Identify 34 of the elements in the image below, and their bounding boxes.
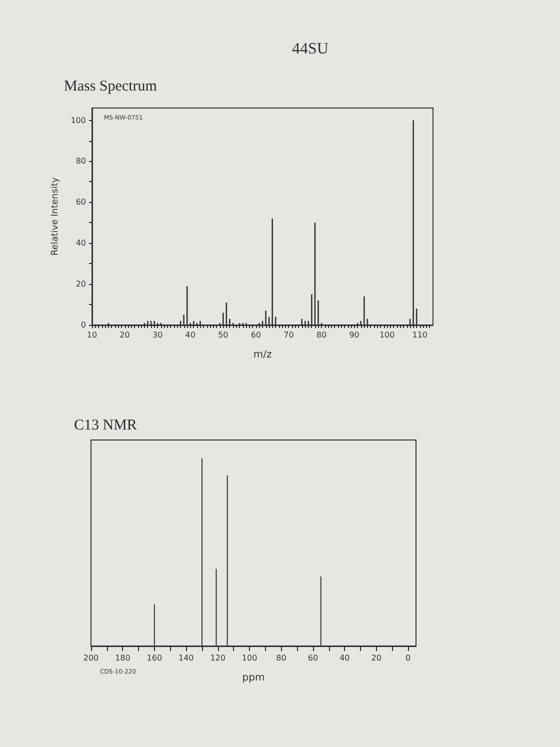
x-tick-label: 200 xyxy=(83,654,99,662)
x-tick-label: 140 xyxy=(178,654,194,662)
x-tick-label: 0 xyxy=(406,654,411,662)
y-tick-label: 60 xyxy=(76,198,86,207)
chart-title: Mass Spectrum xyxy=(64,78,158,94)
x-tick-label: 110 xyxy=(412,330,428,340)
x-tick-label: 70 xyxy=(284,330,294,340)
x-tick-label: 160 xyxy=(146,654,162,662)
x-tick-label: 100 xyxy=(242,654,258,662)
x-tick-label: 20 xyxy=(120,330,130,340)
x-tick-label: 50 xyxy=(218,330,228,340)
x-axis-title: m/z xyxy=(253,350,272,360)
x-tick-label: 30 xyxy=(152,330,163,340)
x-tick-label: 90 xyxy=(349,330,360,340)
y-tick-label: 20 xyxy=(76,280,86,289)
y-tick-label: 40 xyxy=(76,238,86,248)
x-tick-label: 180 xyxy=(115,654,130,662)
y-tick-label: 80 xyxy=(76,156,86,166)
y-tick-label: 0 xyxy=(80,320,86,330)
x-tick-label: 100 xyxy=(379,330,395,340)
x-tick-label: 60 xyxy=(308,654,318,662)
x-tick-label: 60 xyxy=(250,330,262,340)
x-axis-title: ppm xyxy=(242,672,265,684)
x-tick-label: 40 xyxy=(340,654,350,662)
x-tick-label: 120 xyxy=(210,654,226,662)
x-tick-label: 80 xyxy=(316,330,327,340)
x-tick-label: 20 xyxy=(371,654,382,662)
x-tick-label: 80 xyxy=(276,654,286,662)
text: 44SU xyxy=(292,40,329,58)
x-tick-label: 10 xyxy=(86,330,98,340)
x-tick-label: 40 xyxy=(185,330,196,340)
chart-title: C13 NMR xyxy=(74,418,137,434)
y-axis-title: Relative Intensity xyxy=(50,176,60,256)
y-tick-label: 100 xyxy=(70,116,86,125)
